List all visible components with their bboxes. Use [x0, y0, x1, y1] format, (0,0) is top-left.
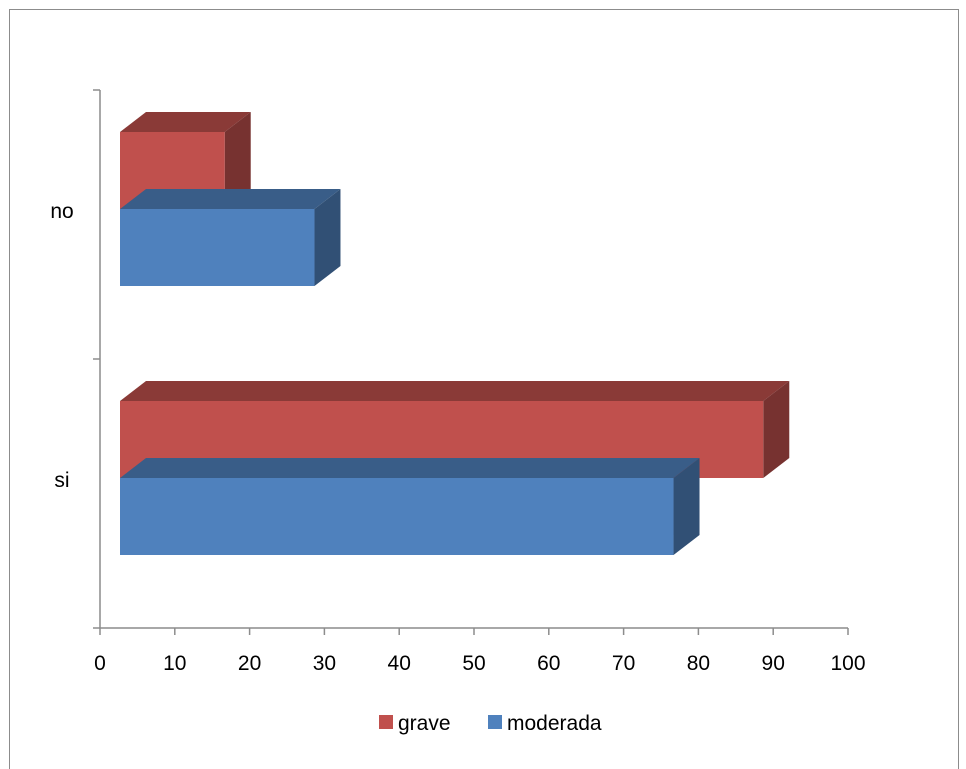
x-tick-label: 10: [163, 652, 186, 675]
legend-swatch-moderada: [488, 715, 502, 729]
category-label-no: no: [50, 200, 73, 223]
x-tick-label: 0: [94, 652, 106, 675]
bar-top-moderada-no: [120, 189, 341, 209]
legend-swatch-grave: [379, 715, 393, 729]
legend-label-moderada: moderada: [507, 712, 602, 735]
x-tick-label: 30: [313, 652, 336, 675]
x-tick-label: 70: [612, 652, 635, 675]
x-tick-label: 20: [238, 652, 261, 675]
bar-moderada-si: [120, 478, 674, 555]
bar-top-grave-si: [120, 381, 790, 401]
x-tick-label: 60: [537, 652, 560, 675]
x-tick-label: 100: [830, 652, 865, 675]
x-tick-label: 40: [388, 652, 411, 675]
x-tick-label: 50: [462, 652, 485, 675]
bar-side-moderada-si: [673, 458, 700, 555]
x-tick-label: 80: [687, 652, 710, 675]
legend-label-grave: grave: [398, 712, 451, 735]
bar-top-grave-no: [120, 112, 251, 132]
bar-side-grave-no: [224, 112, 251, 209]
category-labels: si no: [50, 200, 73, 492]
bar-side-moderada-no: [314, 189, 341, 286]
x-tick-labels: 0 10 20 30 40 50 60 70 80 90 100: [94, 652, 865, 675]
bar-top-moderada-si: [120, 458, 700, 478]
bars: [120, 112, 790, 555]
axes: [93, 89, 849, 635]
x-tick-label: 90: [762, 652, 785, 675]
legend: grave moderada: [379, 712, 602, 735]
category-label-si: si: [54, 469, 69, 492]
bar-moderada-no: [120, 209, 315, 286]
bar-side-grave-si: [763, 381, 790, 478]
